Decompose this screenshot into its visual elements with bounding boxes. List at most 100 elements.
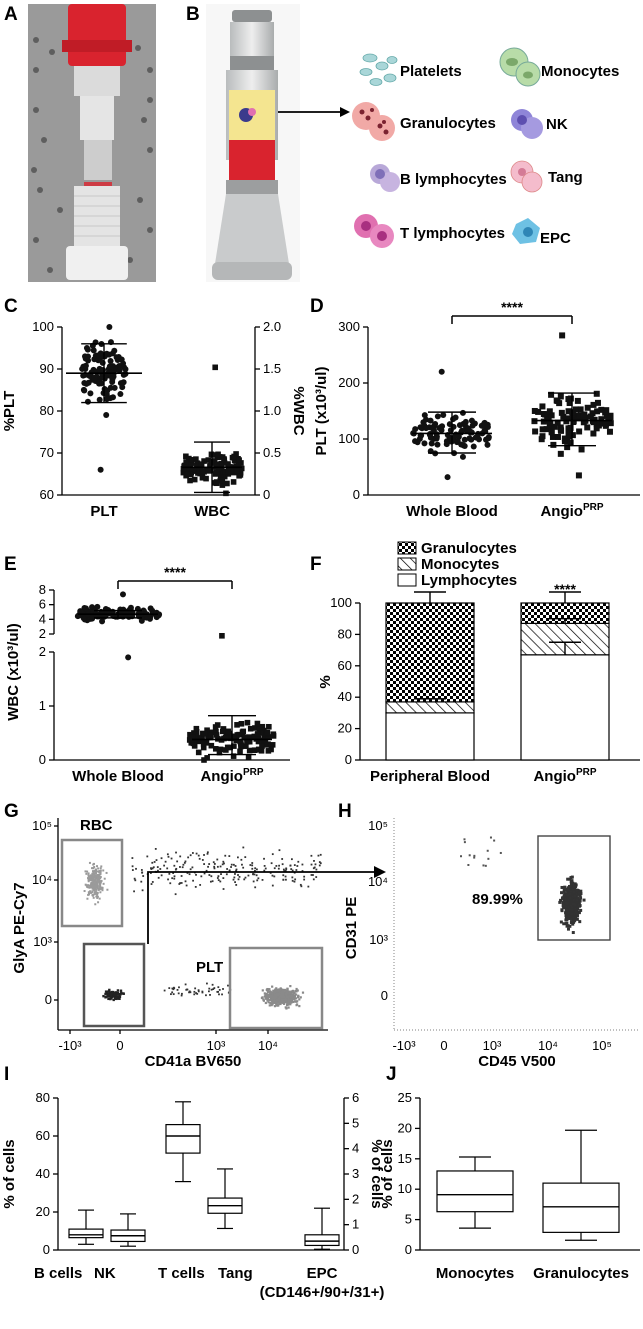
i-y-label: % of cells bbox=[1, 1139, 18, 1208]
g-scatter-event bbox=[212, 988, 215, 990]
d-whole-blood-point bbox=[461, 436, 468, 443]
c-wbc-point bbox=[237, 472, 244, 478]
g-scatter-event bbox=[188, 991, 190, 994]
h-cd31-event bbox=[562, 894, 566, 898]
g-background-event bbox=[174, 868, 177, 871]
d-whole-blood-point bbox=[462, 418, 469, 425]
g-plt-event bbox=[274, 995, 277, 998]
g-background-event bbox=[240, 858, 243, 861]
cell-label-t-lymphocytes: T lymphocytes bbox=[400, 225, 505, 242]
c-wbc-point bbox=[212, 364, 218, 371]
h-sparse-event bbox=[463, 841, 466, 844]
e-angio-point bbox=[200, 744, 207, 751]
g-rbc-event bbox=[90, 882, 93, 885]
g-background-event bbox=[220, 873, 222, 876]
f-y-axis-tick-label: 0 bbox=[345, 752, 352, 767]
g-background-event bbox=[170, 857, 173, 860]
c-wbc-point bbox=[223, 490, 229, 497]
h-sparse-event bbox=[493, 839, 496, 842]
g-background-event bbox=[195, 852, 198, 855]
g-background-event bbox=[219, 880, 222, 883]
d-whole-blood-point bbox=[444, 474, 451, 481]
c-right-axis-tick-label: 0.5 bbox=[263, 445, 281, 460]
panel-label-a: A bbox=[4, 4, 18, 25]
g-background-event bbox=[200, 875, 203, 878]
g-rbc-event bbox=[92, 886, 95, 889]
chart-i: 0 20 40 60 80 0 1 2 3 4 5 6 % of cells % of cells B ce… bbox=[1, 1090, 385, 1301]
g-background-event bbox=[198, 857, 201, 860]
e-cat-angio: AngioPRP bbox=[200, 767, 263, 785]
g-plt-event bbox=[280, 995, 283, 999]
g-rbc-event bbox=[91, 874, 94, 877]
h-cd31-event bbox=[570, 912, 574, 916]
e-angio-point bbox=[231, 743, 237, 749]
g-lower-event bbox=[104, 992, 107, 996]
chart-d: 0 100 200 300 PLT (x10³/ul) **** Whole Blood An… bbox=[313, 299, 640, 520]
g-background-event bbox=[313, 859, 315, 862]
g-background-event bbox=[134, 879, 137, 882]
g-plt-event bbox=[265, 992, 268, 996]
g-background-event bbox=[179, 855, 182, 858]
g-scatter-event bbox=[185, 988, 188, 991]
e-whole-blood-point bbox=[89, 615, 96, 622]
d-angio-point bbox=[539, 426, 546, 433]
e-angio-point bbox=[237, 748, 243, 755]
h-cd31-event bbox=[568, 892, 572, 896]
g-plt-event bbox=[298, 998, 301, 1001]
g-plt-event bbox=[269, 994, 272, 997]
g-background-event bbox=[296, 865, 299, 867]
h-cd31-event bbox=[569, 903, 573, 907]
c-plt-point bbox=[99, 359, 106, 366]
h-cd31-event bbox=[566, 893, 570, 897]
e-angio-point bbox=[191, 730, 197, 736]
c-wbc-point bbox=[219, 477, 226, 484]
g-plt-event bbox=[289, 992, 292, 995]
h-cd31-event bbox=[577, 911, 581, 915]
g-background-event bbox=[213, 865, 216, 868]
d-y-axis-tick-label: 100 bbox=[338, 431, 360, 446]
h-cd31-event bbox=[577, 903, 581, 907]
g-plt-event bbox=[284, 1006, 287, 1009]
d-significance: **** bbox=[501, 299, 523, 315]
g-background-event bbox=[225, 873, 228, 876]
c-wbc-point bbox=[193, 456, 199, 462]
g-rbc-event bbox=[102, 869, 105, 872]
g-plt-event bbox=[293, 997, 296, 1000]
g-background-event bbox=[180, 882, 183, 884]
g-background-event bbox=[163, 864, 166, 867]
g-rbc-event bbox=[98, 897, 101, 900]
g-rbc-event bbox=[100, 879, 103, 882]
g-scatter-event bbox=[193, 993, 196, 996]
g-background-event bbox=[285, 878, 287, 881]
f-legend-label: Granulocytes bbox=[421, 540, 517, 557]
j-cat-label: Monocytes bbox=[436, 1265, 514, 1282]
panel-b-arrow bbox=[278, 107, 350, 117]
g-plt-event bbox=[275, 987, 278, 990]
h-cd31-event bbox=[570, 908, 574, 912]
g-background-event bbox=[277, 867, 280, 870]
d-angio-point bbox=[550, 441, 557, 448]
g-rbc-event bbox=[99, 877, 102, 880]
e-angio-point bbox=[195, 749, 202, 756]
e-angio-point bbox=[208, 732, 214, 739]
d-angio-point bbox=[564, 444, 571, 451]
g-plt-event bbox=[281, 998, 284, 1002]
g-plt-event bbox=[281, 991, 284, 994]
c-plt-point bbox=[121, 371, 128, 378]
h-cd31-event bbox=[579, 896, 583, 900]
g-background-event bbox=[173, 877, 176, 880]
g-plt-event bbox=[285, 997, 288, 1000]
g-rbc-event bbox=[84, 870, 87, 873]
d-whole-blood-point bbox=[427, 417, 434, 424]
g-rbc-event bbox=[99, 891, 102, 894]
g-scatter-event bbox=[172, 993, 175, 996]
chart-h-flow: -10³ 0 10³ 10⁴ 10⁵ 0 10³ 10⁴ 10⁵ CD31 PE CD45 V500… bbox=[343, 818, 640, 1070]
g-plt-event bbox=[275, 999, 278, 1002]
g-plt-event bbox=[260, 996, 264, 1000]
i-left-axis-tick-label: 60 bbox=[36, 1128, 50, 1143]
g-rbc-event bbox=[88, 861, 91, 864]
h-cd31-event bbox=[575, 892, 579, 896]
panel-label-j: J bbox=[386, 1064, 397, 1085]
g-background-event bbox=[140, 880, 143, 883]
g-background-event bbox=[167, 855, 170, 858]
